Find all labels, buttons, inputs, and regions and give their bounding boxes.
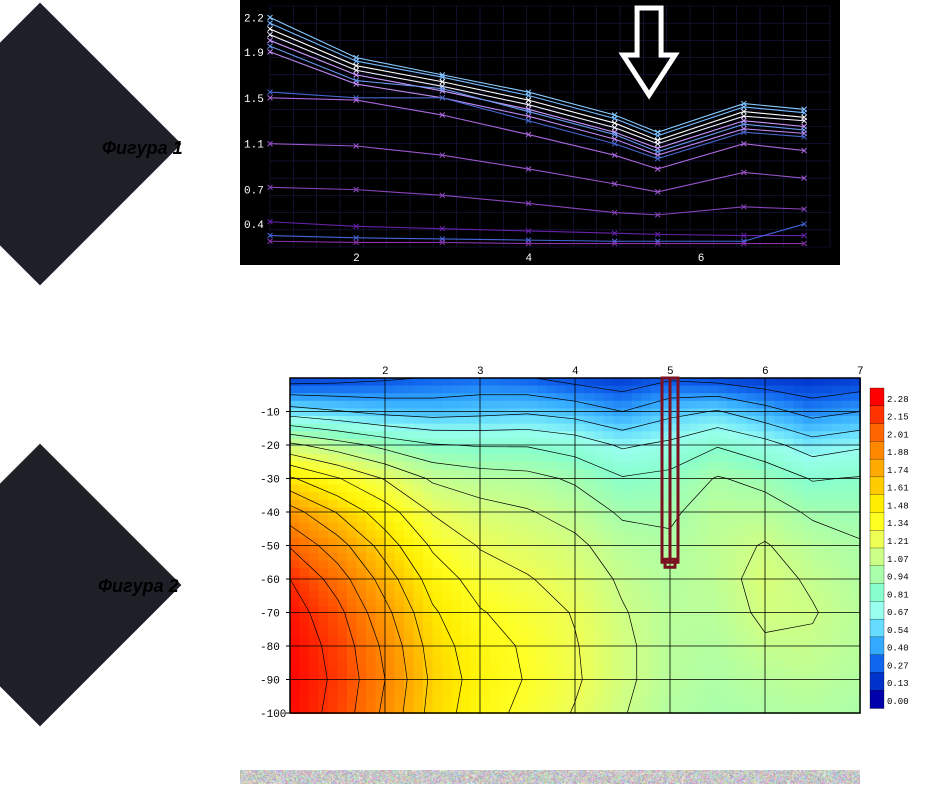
svg-text:-90: -90: [260, 676, 280, 688]
svg-text:4: 4: [525, 253, 532, 265]
svg-text:0.67: 0.67: [887, 608, 909, 618]
svg-text:-70: -70: [260, 609, 280, 621]
svg-text:3: 3: [477, 366, 484, 378]
svg-text:2: 2: [353, 253, 360, 265]
figure1-line-chart: 0.4 0.7 1.1 1.5 1.9 2.2 2 4 6: [240, 0, 840, 265]
figure1-label: Фигура 1: [102, 138, 183, 159]
svg-text:-40: -40: [260, 508, 280, 520]
svg-text:0.7: 0.7: [244, 186, 264, 198]
svg-text:1.34: 1.34: [887, 519, 909, 529]
figure2-heatmap: 2 3 4 5 6 7 -10 -20 -30 -40 -50 -60 -70 -80 -90 -100 2.2…: [240, 360, 940, 730]
svg-text:-80: -80: [260, 642, 280, 654]
svg-text:0.00: 0.00: [887, 697, 909, 707]
svg-text:0.13: 0.13: [887, 679, 909, 689]
svg-text:1.07: 1.07: [887, 555, 909, 565]
svg-text:2.2: 2.2: [244, 13, 264, 25]
svg-text:-20: -20: [260, 441, 280, 453]
svg-text:1.48: 1.48: [887, 501, 909, 511]
svg-text:0.81: 0.81: [887, 590, 909, 600]
svg-text:4: 4: [572, 366, 579, 378]
svg-text:5: 5: [667, 366, 674, 378]
svg-text:7: 7: [857, 366, 864, 378]
svg-text:1.88: 1.88: [887, 448, 909, 458]
svg-text:-100: -100: [260, 709, 286, 721]
svg-text:6: 6: [762, 366, 769, 378]
svg-text:6: 6: [698, 253, 705, 265]
svg-text:-60: -60: [260, 575, 280, 587]
figure2-label: Фигура 2: [98, 576, 179, 597]
svg-text:1.9: 1.9: [244, 48, 264, 60]
svg-text:1.1: 1.1: [244, 140, 264, 152]
svg-text:2: 2: [382, 366, 389, 378]
svg-text:0.40: 0.40: [887, 644, 909, 654]
svg-text:1.61: 1.61: [887, 484, 909, 494]
svg-text:2.01: 2.01: [887, 430, 909, 440]
svg-text:0.54: 0.54: [887, 626, 909, 636]
svg-text:1.5: 1.5: [244, 94, 264, 106]
svg-text:1.74: 1.74: [887, 466, 909, 476]
svg-text:0.94: 0.94: [887, 573, 909, 583]
svg-text:0.27: 0.27: [887, 661, 909, 671]
noise-strip: [240, 770, 860, 784]
svg-text:2.15: 2.15: [887, 413, 909, 423]
svg-text:-10: -10: [260, 408, 280, 420]
svg-text:1.21: 1.21: [887, 537, 909, 547]
svg-text:2.28: 2.28: [887, 395, 909, 405]
svg-text:-50: -50: [260, 542, 280, 554]
svg-text:-30: -30: [260, 475, 280, 487]
svg-text:0.4: 0.4: [244, 220, 264, 232]
